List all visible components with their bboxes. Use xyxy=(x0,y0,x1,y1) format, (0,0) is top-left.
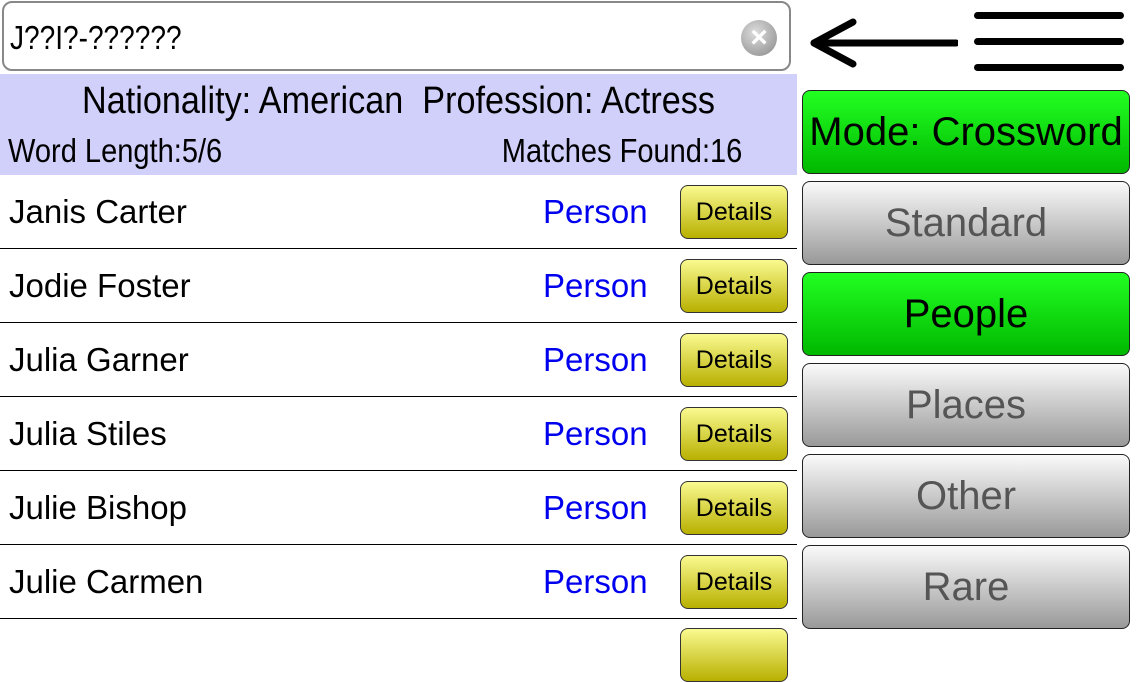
search-input[interactable]: J??I?-?????? × xyxy=(2,1,791,71)
result-row[interactable]: Jodie Foster Person Details xyxy=(0,249,797,323)
result-type-link[interactable]: Person xyxy=(543,193,648,230)
result-type-link[interactable]: Person xyxy=(543,267,648,304)
result-name: Jodie Foster xyxy=(9,267,191,304)
result-row[interactable]: Julia Garner Person Details xyxy=(0,323,797,397)
result-name: Julia Stiles xyxy=(9,415,167,452)
details-button-partial[interactable] xyxy=(680,628,788,682)
category-button-standard[interactable]: Standard xyxy=(802,181,1130,265)
filter-summary: Nationality: American Profession: Actres… xyxy=(40,80,757,123)
category-button-people[interactable]: People xyxy=(802,272,1130,356)
details-button[interactable]: Details xyxy=(680,481,788,535)
details-button[interactable]: Details xyxy=(680,259,788,313)
details-button[interactable]: Details xyxy=(680,407,788,461)
category-button-rare[interactable]: Rare xyxy=(802,545,1130,629)
result-row[interactable]: Julia Stiles Person Details xyxy=(0,397,797,471)
result-row[interactable]: Julie Bishop Person Details xyxy=(0,471,797,545)
result-type-link[interactable]: Person xyxy=(543,563,648,600)
category-button-other[interactable]: Other xyxy=(802,454,1130,538)
result-type-link[interactable]: Person xyxy=(543,415,648,452)
menu-icon[interactable] xyxy=(974,12,1124,71)
result-name: Julie Carmen xyxy=(9,563,204,600)
details-button[interactable]: Details xyxy=(680,333,788,387)
result-type-link[interactable]: Person xyxy=(543,489,648,526)
mode-button[interactable]: Mode: Crossword xyxy=(802,90,1130,174)
category-button-places[interactable]: Places xyxy=(802,363,1130,447)
result-row[interactable]: Julie Carmen Person Details xyxy=(0,545,797,619)
details-button[interactable]: Details xyxy=(680,185,788,239)
result-name: Julia Garner xyxy=(9,341,189,378)
result-type-link[interactable]: Person xyxy=(543,341,648,378)
nationality: Nationality: American xyxy=(82,80,404,122)
word-length: Word Length:5/6 xyxy=(8,132,223,169)
search-info-panel: Nationality: American Profession: Actres… xyxy=(0,74,797,175)
details-button[interactable]: Details xyxy=(680,555,788,609)
result-row[interactable]: Janis Carter Person Details xyxy=(0,175,797,249)
clear-icon[interactable]: × xyxy=(741,20,777,56)
back-arrow-icon[interactable] xyxy=(808,18,958,68)
profession: Profession: Actress xyxy=(422,80,715,122)
result-name: Janis Carter xyxy=(9,193,187,230)
result-name: Julie Bishop xyxy=(9,489,187,526)
matches-found: Matches Found:16 xyxy=(501,132,742,169)
search-value: J??I?-?????? xyxy=(10,19,182,56)
